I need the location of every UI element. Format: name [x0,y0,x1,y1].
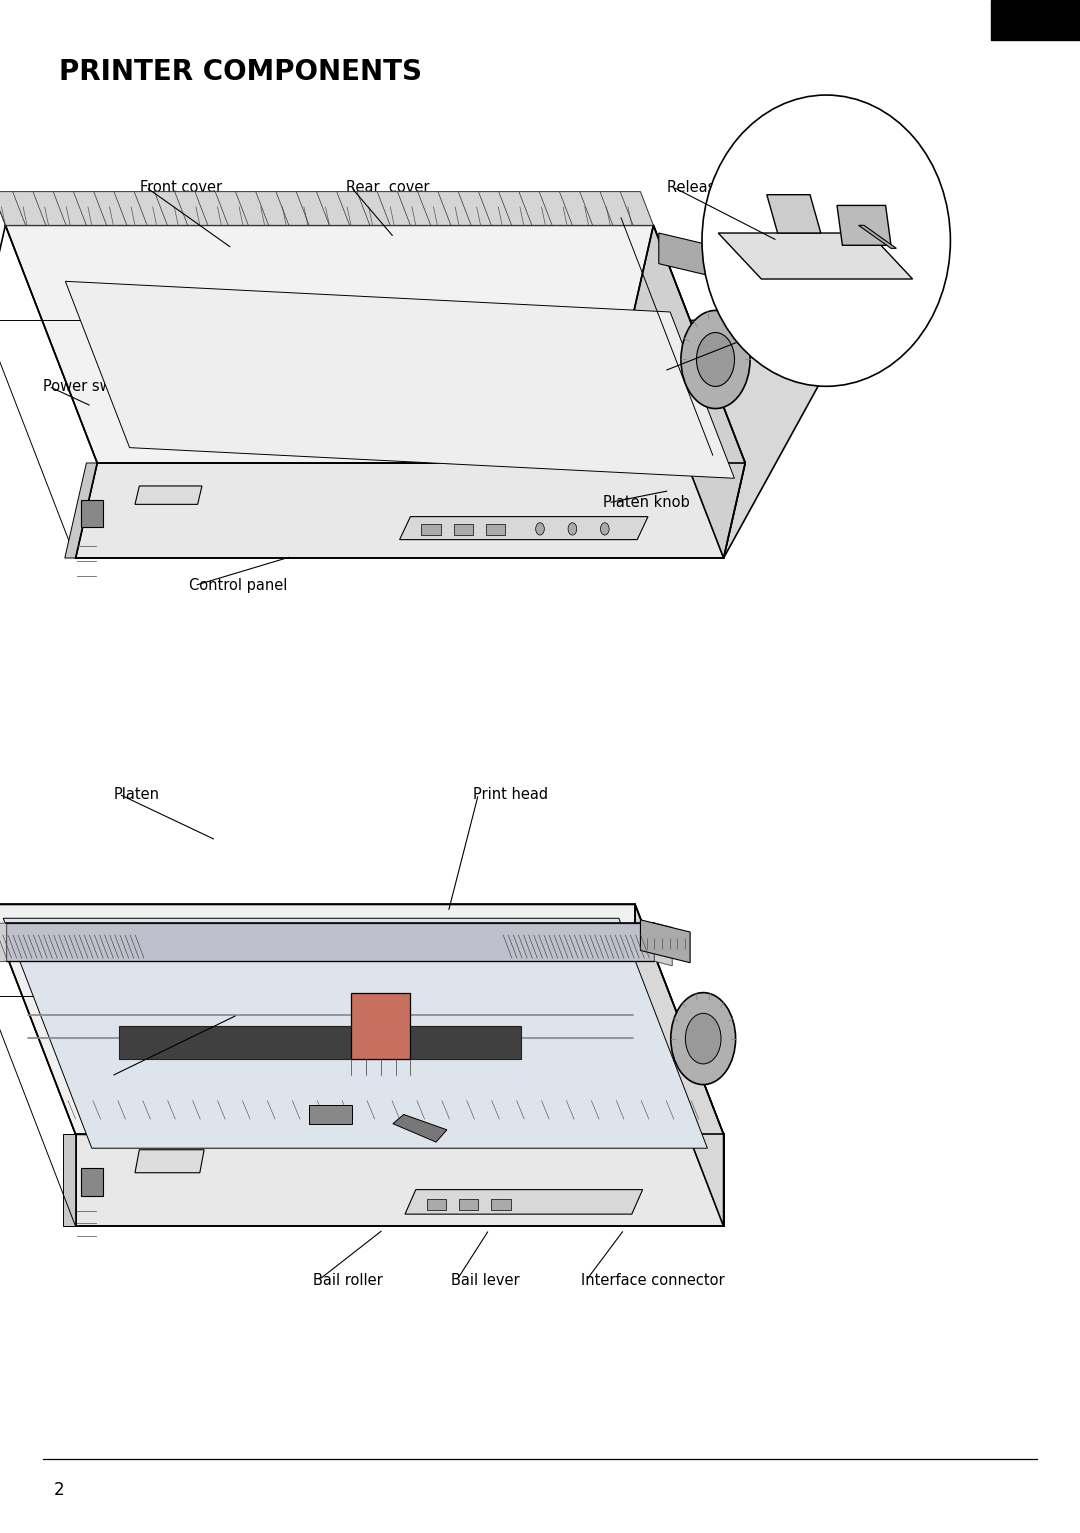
Polygon shape [81,1168,103,1196]
Bar [454,524,473,535]
Polygon shape [837,205,891,245]
Polygon shape [66,282,734,478]
Circle shape [697,333,734,386]
Polygon shape [400,517,648,540]
Polygon shape [0,192,653,225]
Bar [309,1105,352,1124]
Polygon shape [63,1134,76,1226]
Text: Print head: Print head [473,786,549,802]
Text: Platen knob: Platen knob [603,495,689,510]
Circle shape [671,993,735,1085]
Polygon shape [76,463,745,558]
Polygon shape [654,923,672,966]
Polygon shape [119,1026,521,1059]
Text: 2: 2 [54,1481,65,1499]
Polygon shape [3,918,707,1148]
Polygon shape [81,500,103,527]
Polygon shape [0,923,6,966]
Circle shape [536,523,544,535]
Circle shape [568,523,577,535]
Polygon shape [135,1150,204,1173]
Ellipse shape [702,95,950,386]
Text: Front cover: Front cover [140,179,222,195]
Bar [421,524,441,535]
Text: Platen: Platen [113,786,160,802]
Text: Power switch: Power switch [43,379,139,394]
Circle shape [681,311,750,409]
Text: PRINTER COMPONENTS: PRINTER COMPONENTS [59,58,422,86]
Polygon shape [635,904,724,1226]
Circle shape [600,523,609,535]
Polygon shape [632,225,745,558]
Text: Ribbon cartridge: Ribbon cartridge [106,1069,228,1084]
Bar [427,1199,446,1210]
Polygon shape [405,1190,643,1214]
Polygon shape [859,225,896,248]
Bar [459,1199,478,1210]
Text: Interface connector: Interface connector [581,1272,725,1288]
Polygon shape [718,233,913,279]
Polygon shape [0,904,724,1134]
Polygon shape [659,233,711,276]
Text: Rear  cover: Rear cover [346,179,429,195]
Polygon shape [393,1114,447,1142]
Polygon shape [351,993,410,1059]
Polygon shape [135,486,202,504]
Bar [486,524,505,535]
Text: Bail lever: Bail lever [451,1272,521,1288]
Circle shape [686,1013,721,1064]
Polygon shape [687,320,854,558]
Bar [991,0,1080,40]
Polygon shape [6,923,654,961]
Text: Release lever: Release lever [667,179,767,195]
Polygon shape [76,1134,724,1226]
Text: Bail roller: Bail roller [313,1272,383,1288]
Polygon shape [65,463,97,558]
Polygon shape [767,195,821,233]
Bar [491,1199,511,1210]
Polygon shape [5,225,745,463]
Polygon shape [640,920,690,963]
Text: Control panel: Control panel [189,578,287,593]
